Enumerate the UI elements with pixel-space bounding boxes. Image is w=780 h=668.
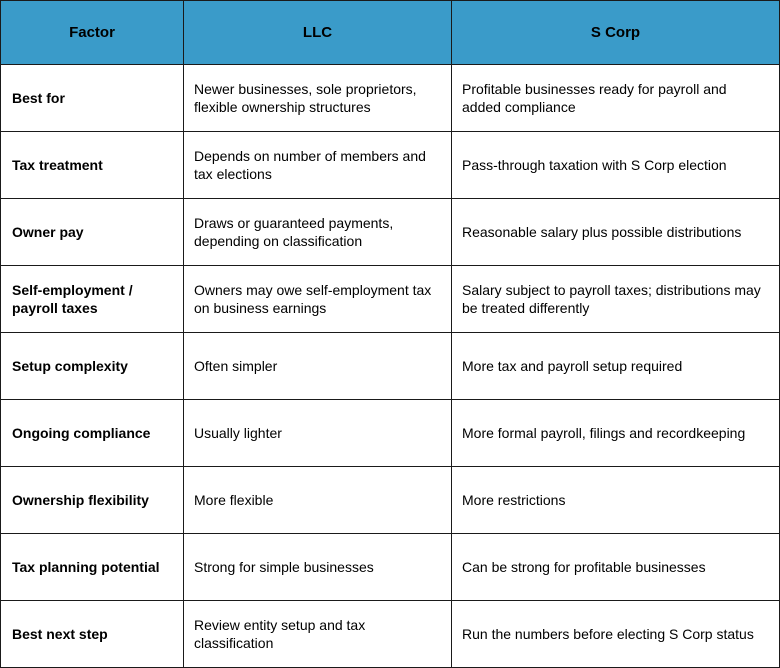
llc-cell: Review entity setup and tax classificati… xyxy=(183,600,452,668)
factor-cell: Self-employment / payroll taxes xyxy=(0,265,184,333)
llc-cell: Owners may owe self-employment tax on bu… xyxy=(183,265,452,333)
table-row: Ownership flexibility More flexible More… xyxy=(0,466,780,534)
header-llc: LLC xyxy=(183,0,452,65)
llc-cell: Draws or guaranteed payments, depending … xyxy=(183,198,452,266)
table-row: Ongoing compliance Usually lighter More … xyxy=(0,399,780,467)
factor-cell: Best next step xyxy=(0,600,184,668)
s-corp-cell: Run the numbers before electing S Corp s… xyxy=(451,600,780,668)
header-row: Factor LLC S Corp xyxy=(0,0,780,65)
table-row: Best next step Review entity setup and t… xyxy=(0,600,780,668)
llc-cell: Newer businesses, sole proprietors, flex… xyxy=(183,64,452,132)
table-row: Owner pay Draws or guaranteed payments, … xyxy=(0,198,780,266)
s-corp-cell: More tax and payroll setup required xyxy=(451,332,780,400)
llc-cell: More flexible xyxy=(183,466,452,534)
table-row: Best for Newer businesses, sole propriet… xyxy=(0,64,780,132)
llc-cell: Usually lighter xyxy=(183,399,452,467)
llc-cell: Depends on number of members and tax ele… xyxy=(183,131,452,199)
factor-cell: Best for xyxy=(0,64,184,132)
factor-cell: Tax planning potential xyxy=(0,533,184,601)
header-s-corp: S Corp xyxy=(451,0,780,65)
llc-cell: Often simpler xyxy=(183,332,452,400)
s-corp-cell: Salary subject to payroll taxes; distrib… xyxy=(451,265,780,333)
s-corp-cell: More formal payroll, filings and recordk… xyxy=(451,399,780,467)
factor-cell: Setup complexity xyxy=(0,332,184,400)
factor-cell: Owner pay xyxy=(0,198,184,266)
header-factor: Factor xyxy=(0,0,184,65)
s-corp-cell: Profitable businesses ready for payroll … xyxy=(451,64,780,132)
factor-cell: Ongoing compliance xyxy=(0,399,184,467)
table-row: Self-employment / payroll taxes Owners m… xyxy=(0,265,780,333)
s-corp-cell: More restrictions xyxy=(451,466,780,534)
llc-cell: Strong for simple businesses xyxy=(183,533,452,601)
factor-cell: Tax treatment xyxy=(0,131,184,199)
s-corp-cell: Can be strong for profitable businesses xyxy=(451,533,780,601)
s-corp-cell: Reasonable salary plus possible distribu… xyxy=(451,198,780,266)
table-row: Tax treatment Depends on number of membe… xyxy=(0,131,780,199)
factor-cell: Ownership flexibility xyxy=(0,466,184,534)
s-corp-cell: Pass-through taxation with S Corp electi… xyxy=(451,131,780,199)
table-row: Setup complexity Often simpler More tax … xyxy=(0,332,780,400)
table-row: Tax planning potential Strong for simple… xyxy=(0,533,780,601)
